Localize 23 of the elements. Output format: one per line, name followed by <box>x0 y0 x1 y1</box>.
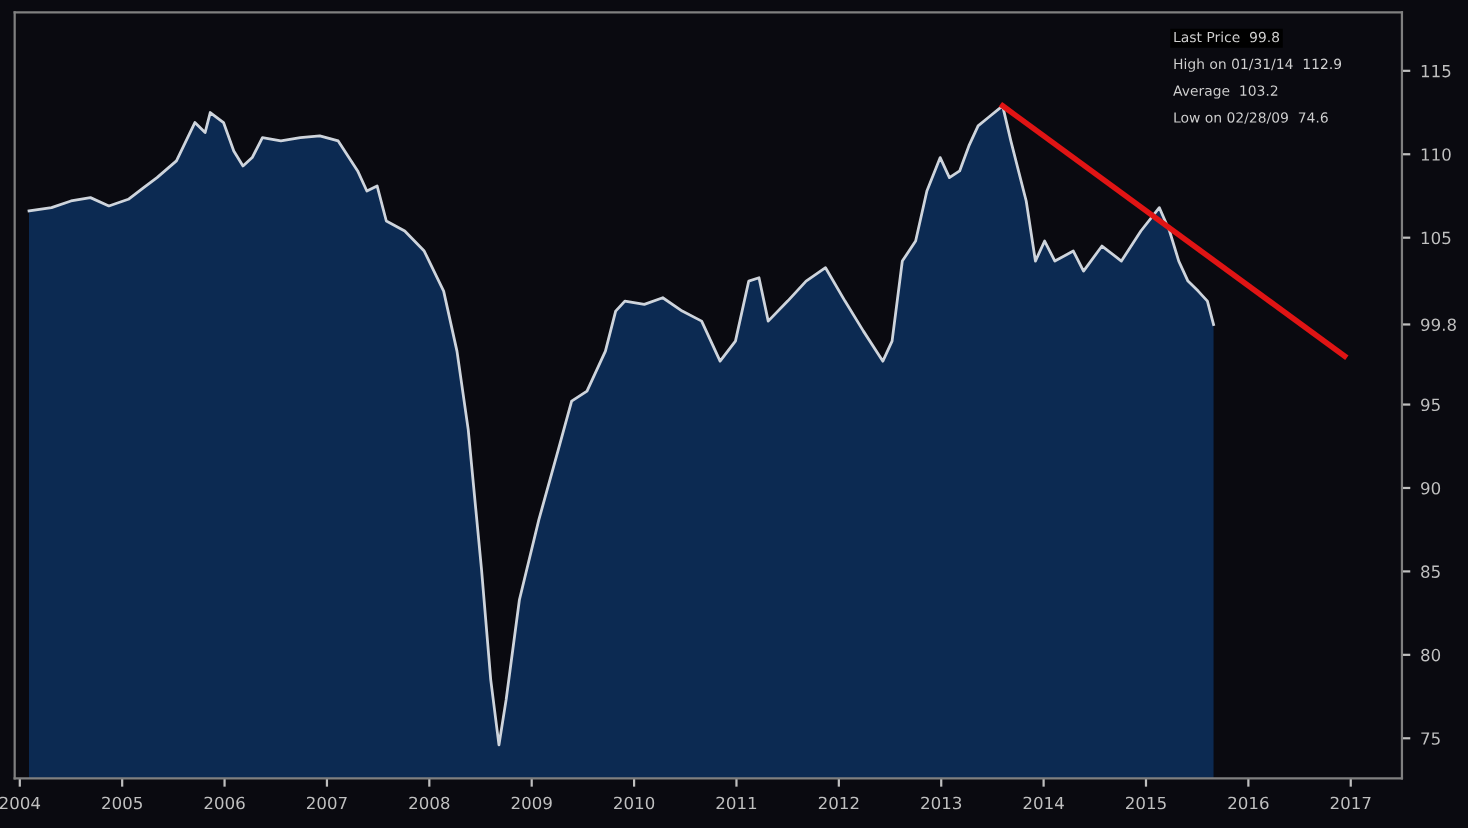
y-tick-label: 115 <box>1421 65 1451 78</box>
x-tick-label: 2017 <box>1330 796 1371 810</box>
y-tick-label: 90 <box>1421 481 1441 495</box>
x-tick-label: 2014 <box>1023 796 1064 810</box>
x-tick-label: 2005 <box>102 796 142 810</box>
x-tick-label: 2010 <box>614 796 655 810</box>
y-tick-label: 85 <box>1421 565 1440 578</box>
y-tick-label: 95 <box>1421 398 1440 412</box>
y-tick-label: 99.8 <box>1421 318 1456 332</box>
y-tick-label: 105 <box>1421 231 1451 245</box>
x-tick-label: 2004 <box>0 796 41 810</box>
x-tick-label: 2008 <box>409 796 450 810</box>
x-tick-label: 2011 <box>716 796 757 810</box>
x-tick-label: 2015 <box>1126 796 1166 810</box>
y-tick-label: 110 <box>1421 148 1451 161</box>
x-tick-label: 2013 <box>921 796 962 810</box>
y-tick-label: 80 <box>1421 648 1441 662</box>
y-tick-label: 75 <box>1421 732 1440 745</box>
x-tick-label: 2009 <box>511 796 552 810</box>
x-tick-label: 2006 <box>204 796 245 810</box>
x-tick-label: 2012 <box>818 796 859 810</box>
x-tick-label: 2007 <box>306 796 347 810</box>
x-tick-label: 2016 <box>1228 796 1269 810</box>
